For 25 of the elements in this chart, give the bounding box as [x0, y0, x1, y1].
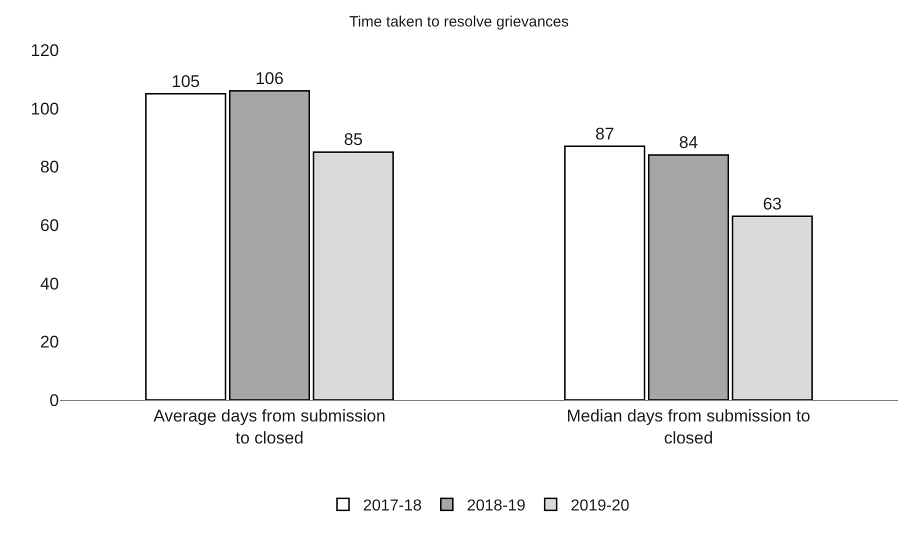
y-tick-label: 40: [40, 274, 59, 294]
data-label: 84: [679, 133, 698, 152]
bar: [732, 216, 813, 400]
y-tick-label: 120: [30, 40, 59, 60]
bar: [145, 93, 226, 400]
bar: [312, 151, 394, 400]
data-label: 87: [595, 124, 614, 144]
data-label: 105: [172, 72, 200, 91]
legend-label: 2019-20: [570, 498, 630, 515]
y-tick-label: 20: [40, 332, 59, 352]
data-label: 106: [255, 68, 284, 88]
bar: [228, 90, 310, 400]
x-tick-label: Average days from submission to closed: [153, 406, 386, 448]
bar: [564, 146, 646, 400]
y-tick-label: 0: [50, 390, 59, 410]
legend-label: 2018-19: [466, 498, 526, 515]
chart-title: Time taken to resolve grievances: [349, 13, 569, 30]
legend-label: 2017-18: [363, 498, 422, 515]
data-label: 85: [344, 130, 363, 150]
bar: [648, 154, 730, 400]
y-tick-label: 60: [40, 216, 59, 235]
y-tick-label: 100: [30, 99, 59, 118]
x-tick-label: Median days from submission to closed: [566, 406, 810, 448]
data-label: 63: [762, 194, 782, 214]
y-tick-label: 80: [40, 158, 59, 177]
